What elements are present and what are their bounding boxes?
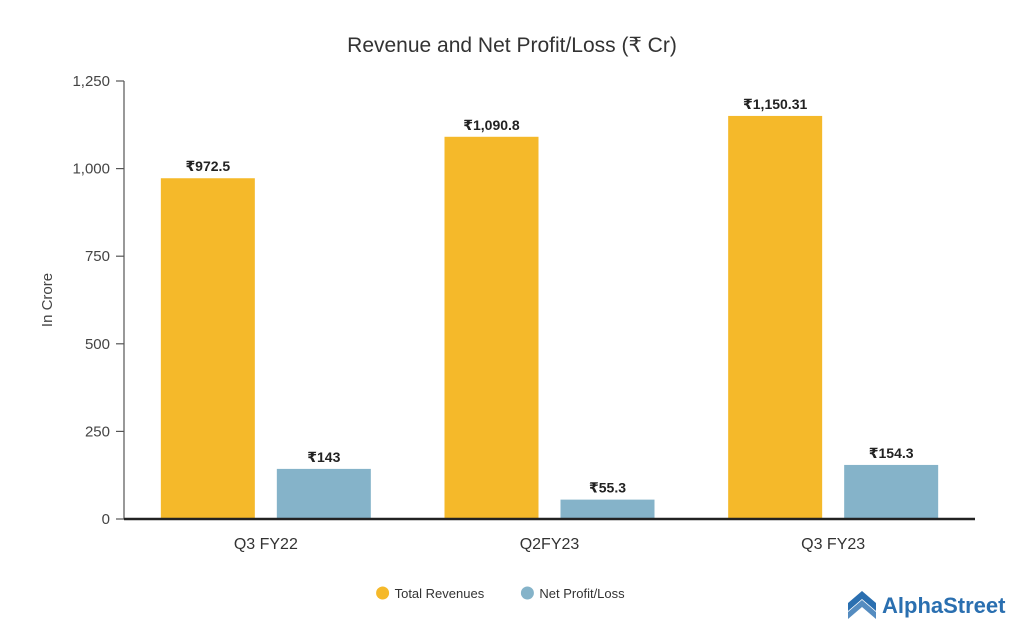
bar — [728, 115, 823, 520]
legend-swatch — [376, 586, 390, 600]
legend-label: Total Revenues — [395, 586, 485, 601]
data-label: ₹143 — [307, 449, 340, 465]
x-tick-label: Q3 FY22 — [234, 536, 298, 553]
data-label: ₹1,150.31 — [743, 96, 807, 112]
bar — [560, 499, 655, 519]
bar — [444, 136, 539, 519]
y-axis-title: In Crore — [39, 273, 56, 327]
data-label: ₹55.3 — [589, 480, 626, 496]
y-tick-label: 1,250 — [72, 73, 110, 90]
y-tick-label: 1,000 — [72, 161, 110, 178]
legend: Total Revenues Net Profit/Loss — [376, 586, 625, 601]
legend-swatch — [520, 586, 534, 600]
alphastreet-logo-icon — [848, 591, 876, 619]
y-axis: 0 250 500 750 1,000 1,250 — [72, 73, 125, 528]
bar — [160, 178, 255, 519]
category-labels: Q3 FY22 Q2FY23 Q3 FY23 — [234, 536, 865, 553]
data-label: ₹1,090.8 — [463, 117, 520, 133]
bars — [160, 115, 939, 520]
brand-name: AlphaStreet — [882, 593, 1006, 618]
data-labels: ₹972.5 ₹143 ₹1,090.8 ₹55.3 ₹1,150.31 ₹154.3 — [185, 96, 913, 496]
x-tick-label: Q3 FY23 — [801, 536, 865, 553]
data-label: ₹972.5 — [185, 158, 230, 174]
x-tick-label: Q2FY23 — [520, 536, 580, 553]
y-tick-label: 250 — [85, 423, 110, 440]
data-label: ₹154.3 — [869, 445, 914, 461]
y-tick-label: 750 — [85, 248, 110, 265]
legend-label: Net Profit/Loss — [539, 586, 625, 601]
y-tick-label: 0 — [102, 511, 110, 528]
bar — [276, 468, 371, 519]
y-tick-label: 500 — [85, 336, 110, 353]
brand-logo: AlphaStreet — [848, 591, 1006, 619]
chart-title: Revenue and Net Profit/Loss (₹ Cr) — [347, 34, 677, 57]
bar — [844, 464, 939, 519]
